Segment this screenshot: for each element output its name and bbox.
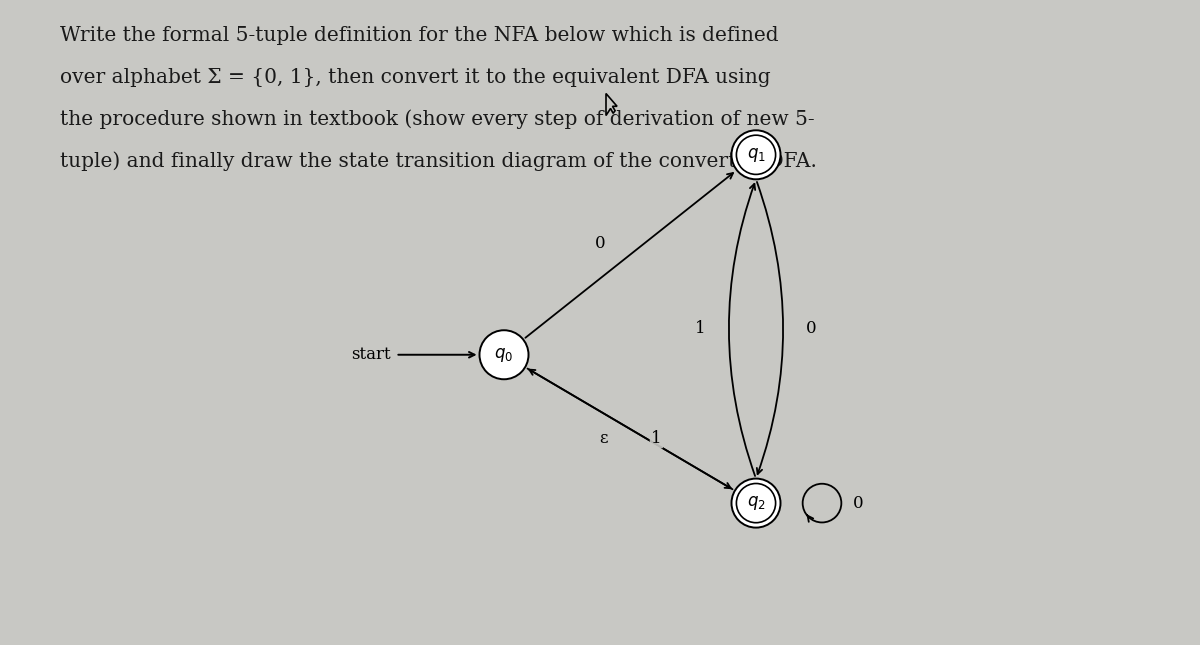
Text: $q_{0}$: $q_{0}$ bbox=[494, 346, 514, 364]
Circle shape bbox=[480, 330, 528, 379]
Text: 1: 1 bbox=[695, 321, 706, 337]
Text: start: start bbox=[350, 346, 390, 363]
Text: over alphabet Σ = {0, 1}, then convert it to the equivalent DFA using: over alphabet Σ = {0, 1}, then convert i… bbox=[60, 68, 770, 86]
Text: 0: 0 bbox=[806, 321, 817, 337]
Text: 0: 0 bbox=[853, 495, 864, 511]
Text: the procedure shown in textbook (show every step of derivation of new 5-: the procedure shown in textbook (show ev… bbox=[60, 110, 815, 129]
Circle shape bbox=[732, 130, 780, 179]
Text: $q_{1}$: $q_{1}$ bbox=[746, 146, 766, 164]
Text: $q_{2}$: $q_{2}$ bbox=[746, 494, 766, 512]
Text: Write the formal 5-tuple definition for the NFA below which is defined: Write the formal 5-tuple definition for … bbox=[60, 26, 779, 45]
Text: 1: 1 bbox=[652, 430, 661, 447]
Text: tuple) and finally draw the state transition diagram of the converted DFA.: tuple) and finally draw the state transi… bbox=[60, 152, 817, 171]
Circle shape bbox=[732, 479, 780, 528]
Text: ε: ε bbox=[599, 430, 608, 447]
Text: 0: 0 bbox=[595, 235, 605, 252]
